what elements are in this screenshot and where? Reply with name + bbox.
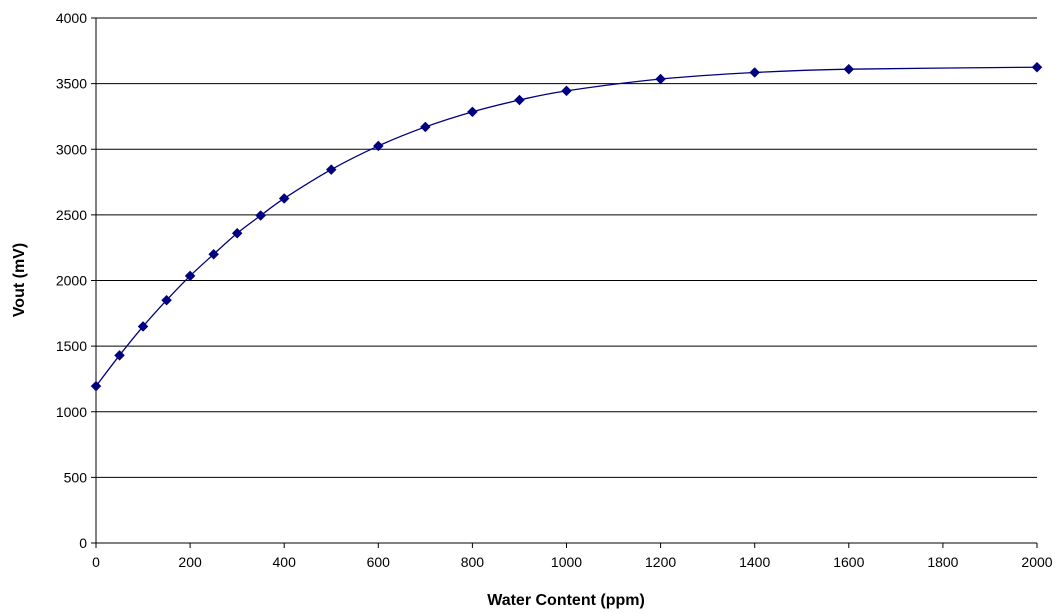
plot-area: 0 500 1000 1500 2000 2500 3000 3500 4000 0 200 400…	[56, 10, 1053, 570]
y-tick-label: 2500	[56, 207, 87, 223]
data-point-marker	[325, 164, 337, 175]
data-point-marker	[161, 294, 172, 306]
data-point-marker	[278, 193, 290, 204]
data-point-marker	[1031, 61, 1043, 73]
x-tick-label: 200	[178, 554, 202, 570]
data-point-marker	[137, 321, 149, 332]
data-point-marker	[514, 94, 525, 106]
x-axis-ticks: 0 200 400 600 800 1000 1200 1400 1600 1800 2000	[92, 543, 1053, 570]
y-tick-label: 2000	[56, 273, 87, 289]
y-tick-label: 4000	[56, 10, 87, 26]
series-layer	[90, 61, 1043, 392]
x-tick-label: 1200	[645, 554, 676, 570]
data-point-marker	[114, 349, 125, 361]
y-axis-title: Vout (mV)	[11, 243, 28, 317]
x-tick-label: 0	[92, 554, 100, 570]
y-tick-label: 3500	[56, 76, 87, 92]
gridlines	[96, 17, 1037, 478]
data-point-marker	[184, 270, 196, 282]
x-tick-label: 1400	[739, 554, 770, 570]
data-point-marker	[419, 121, 431, 133]
x-tick-label: 2000	[1021, 554, 1052, 570]
x-tick-label: 1000	[551, 554, 582, 570]
data-point-marker	[90, 380, 102, 392]
data-point-marker	[208, 248, 219, 260]
y-axis-ticks: 0 500 1000 1500 2000 2500 3000 3500 4000	[56, 10, 96, 551]
x-tick-label: 800	[461, 554, 485, 570]
series-line	[95, 66, 1038, 387]
x-tick-label: 1600	[833, 554, 864, 570]
data-point-marker	[843, 63, 855, 75]
y-tick-label: 0	[79, 535, 87, 551]
data-point-marker	[655, 73, 666, 85]
y-tick-label: 1000	[56, 404, 87, 420]
y-tick-label: 3000	[56, 141, 87, 157]
y-tick-label: 1500	[56, 338, 87, 354]
data-point-marker	[467, 106, 478, 118]
x-axis-title: Water Content (ppm)	[487, 592, 645, 609]
data-point-marker	[749, 67, 761, 78]
x-tick-label: 600	[367, 554, 391, 570]
y-tick-label: 500	[64, 469, 88, 485]
data-point-marker	[561, 85, 572, 97]
data-point-marker	[372, 140, 384, 152]
data-point-marker	[231, 227, 243, 239]
data-point-marker	[255, 210, 267, 221]
x-tick-label: 400	[273, 554, 297, 570]
x-tick-label: 1800	[927, 554, 958, 570]
